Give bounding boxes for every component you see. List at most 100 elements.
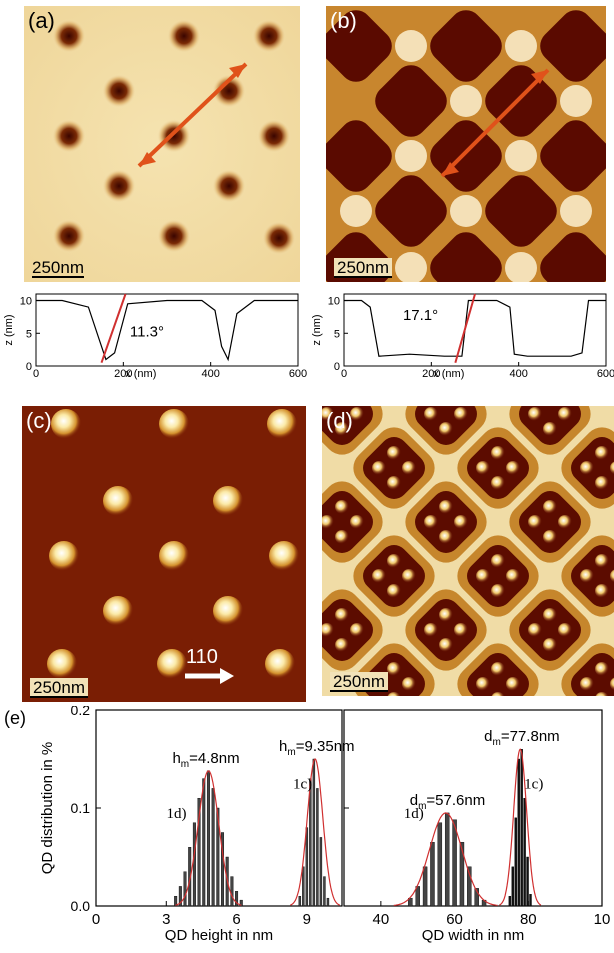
panel-label-a: (a): [28, 8, 55, 33]
gaussian-fit-line: [499, 748, 542, 906]
mean-annotation: hm=4.8nm: [172, 750, 239, 770]
patterned-cell: [322, 589, 383, 671]
quantum-dot: [558, 407, 572, 421]
height-profile-line: [36, 299, 298, 362]
etched-hole: [326, 10, 392, 82]
slope-fit-line: [454, 293, 476, 364]
histogram-bar: [422, 866, 428, 907]
ridge-highlight: [395, 252, 427, 282]
series-label: 1c): [524, 776, 543, 792]
x-tick-label: 60: [446, 911, 463, 928]
quantum-dot: [595, 692, 609, 696]
quantum-dot: [528, 407, 542, 421]
afm-image-a: [24, 6, 300, 282]
surface-pit: [157, 219, 191, 253]
surface-pit: [157, 119, 191, 153]
histogram-bar: [302, 866, 305, 907]
x-tick-label: 200: [422, 368, 440, 380]
quantum-dot: [558, 515, 572, 529]
surface-pit: [102, 74, 136, 108]
histogram-bar: [211, 788, 215, 907]
quantum-dot: [350, 407, 364, 421]
panel-label-b: (b): [330, 8, 357, 33]
quantum-dot: [269, 541, 299, 571]
quantum-dot: [610, 569, 614, 583]
quantum-dot: [402, 569, 416, 583]
x-tick-label: 0: [92, 911, 100, 928]
quantum-dot: [387, 446, 401, 460]
histogram-bar: [514, 817, 517, 907]
quantum-dot: [159, 409, 189, 439]
histogram-bar: [192, 822, 196, 907]
quantum-dot: [387, 584, 401, 598]
quantum-dot: [350, 623, 364, 637]
x-axis-label: x (nm): [125, 368, 156, 380]
quantum-dot: [387, 476, 401, 490]
quantum-dot: [387, 662, 401, 676]
y-tick-label: 0: [26, 361, 32, 373]
ridge-highlight: [560, 85, 592, 117]
x-tick-label: 80: [520, 911, 537, 928]
scalebar-text-a: 250nm: [32, 258, 84, 277]
etched-hole: [430, 232, 502, 282]
histogram-bar: [459, 842, 465, 907]
quantum-dot: [49, 541, 79, 571]
patterned-cell: [322, 481, 383, 563]
histogram-bar: [174, 895, 178, 907]
quantum-dot: [439, 608, 453, 622]
quantum-dot: [543, 422, 557, 436]
etched-hole: [540, 120, 606, 192]
series-label: 1d): [166, 806, 186, 822]
quantum-dot: [265, 649, 295, 679]
x-tick-label: 400: [201, 368, 219, 380]
quantum-dot: [103, 596, 133, 626]
histogram-bar: [216, 807, 220, 907]
afm-panel-a: (a) 250nm: [24, 6, 300, 282]
afm-panel-c: (c) 110 250nm: [22, 406, 306, 702]
x-tick-label: 6: [232, 911, 240, 928]
patterned-cell: [322, 406, 383, 455]
quantum-dot: [51, 409, 81, 439]
histogram-bar: [183, 871, 187, 907]
height-profile-line: [344, 299, 606, 357]
patterned-cell: [405, 481, 487, 563]
x-tick-label: 9: [303, 911, 311, 928]
patterned-cell: [561, 643, 614, 696]
quantum-dot: [491, 662, 505, 676]
y-tick-label: 5: [334, 328, 340, 340]
slope-angle-label: 17.1°: [403, 307, 438, 324]
histogram-bar: [517, 758, 520, 907]
quantum-dot: [213, 596, 243, 626]
ridge-highlight: [505, 30, 537, 62]
histogram-bar: [474, 888, 479, 907]
histogram-bar: [239, 899, 243, 907]
patterned-cell: [457, 643, 539, 696]
afm-image-c: [22, 406, 306, 702]
quantum-dot: [322, 623, 334, 637]
panel-label-e: (e): [4, 708, 26, 728]
quantum-dot: [47, 649, 77, 679]
y-axis-label: QD distribution in %: [39, 742, 56, 875]
histogram-bar: [230, 876, 234, 907]
quantum-dot: [350, 515, 364, 529]
panel-label-d: (d): [326, 408, 353, 433]
quantum-dot: [506, 461, 520, 475]
afm-image-b: [326, 6, 606, 282]
histogram-bar: [467, 866, 472, 907]
quantum-dot: [335, 638, 349, 652]
quantum-dot: [595, 446, 609, 460]
patterned-cell: [353, 427, 435, 509]
histogram-bar: [309, 778, 312, 907]
y-tick-label: 10: [328, 296, 340, 308]
plot-frame: [35, 293, 299, 367]
ridge-highlight: [340, 195, 372, 227]
patterned-cell: [561, 427, 614, 509]
x-tick-label: 0: [33, 368, 39, 380]
histogram-bar: [316, 788, 319, 907]
histogram-bar: [452, 819, 457, 907]
ridge-highlight: [505, 140, 537, 172]
quantum-dot: [454, 515, 468, 529]
quantum-dot: [476, 677, 490, 691]
etched-hole: [540, 10, 606, 82]
patterned-cell: [353, 535, 435, 617]
